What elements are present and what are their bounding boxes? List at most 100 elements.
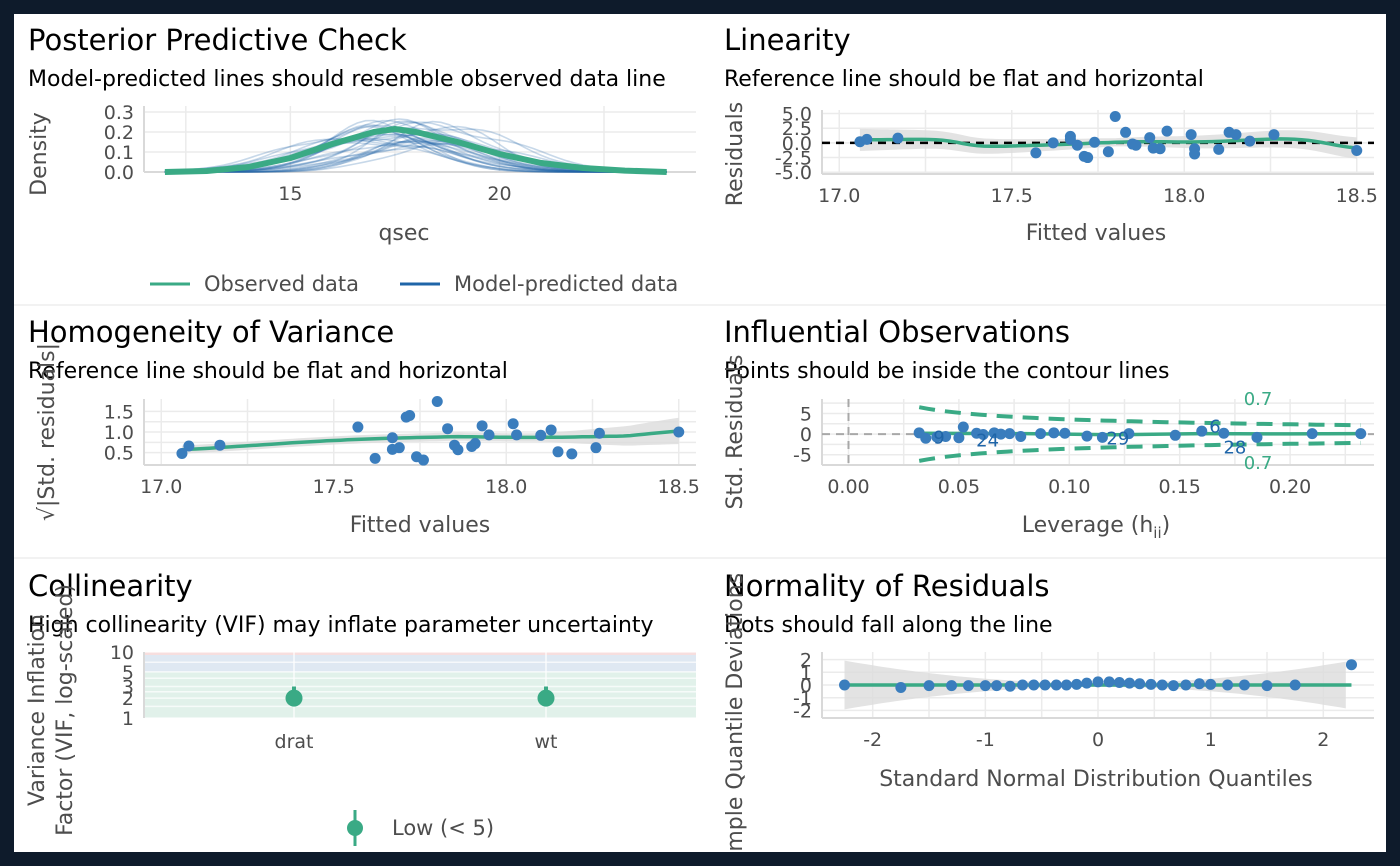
panel-collinearity-subtitle: High collinearity (VIF) may inflate para… <box>28 613 654 638</box>
hom-point <box>183 440 195 452</box>
qq-point <box>991 680 1003 692</box>
ppc-predicted-line <box>164 140 667 173</box>
vif-low-zone <box>144 671 696 718</box>
lin-point <box>1351 145 1363 157</box>
qq-point <box>1238 679 1250 691</box>
lin-point <box>1047 137 1059 149</box>
lin-point <box>1144 132 1156 144</box>
hom-ytick-label: 1.0 <box>104 422 134 444</box>
lin-ytick-label: 2.5 <box>782 118 812 140</box>
ppc-predicted-line <box>164 121 667 173</box>
hom-point <box>369 452 381 464</box>
panel-normality-title: Normality of Residuals <box>724 569 1050 603</box>
inf-point <box>1015 431 1027 443</box>
ppc-predicted-line <box>164 140 667 173</box>
lin-point <box>1161 125 1173 137</box>
qq-point <box>895 682 907 694</box>
inf-contour-label: 0.7 <box>1244 389 1273 410</box>
qq-point <box>946 680 958 692</box>
lin-xtick-label: 18.0 <box>1163 185 1205 207</box>
qq-point <box>1145 678 1157 690</box>
inf-point <box>1096 431 1108 443</box>
qq-point <box>1081 677 1093 689</box>
panel-ppc-ylabel: Density <box>27 112 52 196</box>
hom-xtick-label: 18.0 <box>485 476 527 498</box>
panel-homogeneity-ylabel: √|Std. residuals| <box>35 343 60 521</box>
ppc-ytick-label: 0.3 <box>104 102 134 124</box>
ppc-predicted-line <box>164 137 667 173</box>
inf-point-label: 28 <box>1223 437 1246 458</box>
vif-moderate-zone <box>144 655 696 672</box>
hom-xtick-label: 17.5 <box>313 476 355 498</box>
ppc-xtick-label: 20 <box>487 183 511 205</box>
lin-point <box>1071 139 1083 151</box>
qq-point <box>979 680 991 692</box>
inf-contour-label: 0.7 <box>1244 453 1273 474</box>
ppc-observed-line <box>164 126 667 175</box>
hom-xtick-label: 18.5 <box>658 476 700 498</box>
inf-point-label: 29 <box>1106 429 1129 450</box>
panel-homogeneity-title: Homogeneity of Variance <box>28 315 394 349</box>
qq-point <box>1345 659 1357 671</box>
lin-point <box>892 132 904 144</box>
vif-ytick-label: 2 <box>122 688 134 710</box>
panel-normality-ylabel: Sample Quantile Deviations <box>723 573 748 852</box>
hom-point <box>552 446 564 458</box>
vif-ytick-label: 3 <box>122 677 134 699</box>
hom-point <box>417 454 429 466</box>
qq-point <box>1167 680 1179 692</box>
lin-point <box>1120 126 1132 138</box>
hom-point <box>452 444 464 456</box>
qq-point <box>1092 676 1104 688</box>
leverage-label-sub: ii <box>1153 524 1161 542</box>
check-model-figure: Posterior Predictive Check Model-predict… <box>14 14 1386 852</box>
legend-observed-label: Observed data <box>204 272 359 296</box>
qq-point <box>1222 679 1234 691</box>
panel-ppc-xlabel: qsec <box>378 221 429 246</box>
inf-point <box>1251 431 1263 443</box>
qq-point <box>1017 679 1029 691</box>
legend-low-label: Low (< 5) <box>392 816 494 840</box>
lin-point <box>1109 110 1121 122</box>
lin-point <box>1082 152 1094 164</box>
inf-point <box>957 421 969 433</box>
lin-point <box>1244 135 1256 147</box>
inf-xtick-label: 0.00 <box>827 476 869 498</box>
ppc-predicted-line <box>164 140 667 173</box>
qq-xtick-label: -1 <box>976 729 995 751</box>
lin-xtick-label: 18.5 <box>1336 185 1378 207</box>
vif-ytick-label: 5 <box>122 662 134 684</box>
panel-collinearity-ylabel-line2: Factor (VIF, log-scaled) <box>53 584 78 836</box>
qq-ytick-label: -1 <box>793 688 812 710</box>
qq-point <box>1004 680 1016 692</box>
lin-point <box>1130 139 1142 151</box>
qq-ytick-label: 0 <box>800 675 812 697</box>
hom-point <box>483 429 495 441</box>
lin-point <box>1089 136 1101 148</box>
panel-normality-subtitle: Dots should fall along the line <box>724 613 1053 638</box>
inf-point <box>1123 428 1135 440</box>
qq-point <box>1050 679 1062 691</box>
qq-point <box>1261 680 1273 692</box>
hom-ytick-label: 1.5 <box>104 401 134 423</box>
inf-contour-upper <box>918 405 1361 428</box>
ppc-ytick-label: 0.0 <box>104 162 134 184</box>
hom-point <box>566 448 578 460</box>
lin-point <box>1213 143 1225 155</box>
hom-point <box>404 410 416 421</box>
chart-marks: 15 200.00.10.20.317.0 17.5 18.0 18.5-5.0-2.5… <box>104 102 1378 753</box>
lin-point <box>1102 146 1114 158</box>
hom-point <box>469 438 481 450</box>
panel-collinearity-ylabel-line1: Variance Inflation <box>25 614 50 806</box>
qq-ytick-label: 2 <box>800 650 812 672</box>
lin-point <box>1154 143 1166 155</box>
panel-linearity-xlabel: Fitted values <box>1026 221 1166 246</box>
hom-point <box>535 429 547 441</box>
inf-ytick-label: 0 <box>800 424 812 446</box>
inf-point <box>1306 428 1318 440</box>
hom-point <box>507 418 519 430</box>
qq-point <box>839 679 851 691</box>
ppc-predicted-line <box>164 124 667 173</box>
hom-point <box>352 421 364 433</box>
qq-point <box>923 680 935 692</box>
